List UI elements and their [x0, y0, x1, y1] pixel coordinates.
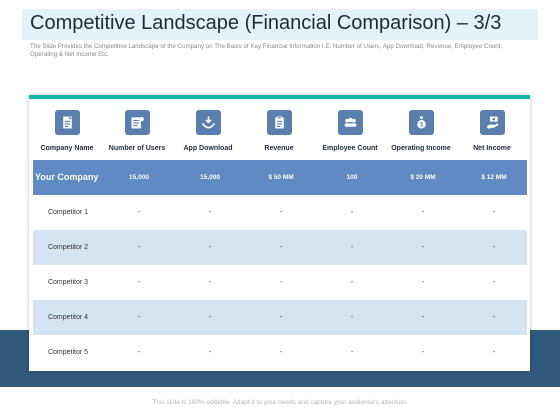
- cell-revenue: -: [279, 279, 283, 286]
- money-bag-icon: $: [409, 110, 434, 135]
- column-header-net-income: Net Income: [473, 145, 511, 152]
- cell-net-income: -: [492, 244, 496, 251]
- cell-employee-count: -: [350, 209, 354, 216]
- card-accent-bar: [29, 95, 530, 99]
- table-row-competitor-1: Competitor 1 - - - - - -: [33, 195, 527, 230]
- download-hands-icon: [196, 110, 221, 135]
- column-header-revenue: Revenue: [264, 145, 294, 152]
- column-header-number-of-users: Number of Users: [108, 145, 166, 152]
- cell-app-download: -: [208, 314, 212, 321]
- row-name: Competitor 5: [47, 349, 89, 356]
- row-name: Competitor 3: [47, 279, 89, 286]
- cell-employee-count: -: [350, 244, 354, 251]
- cell-net-income: $ 12 MM: [481, 174, 507, 181]
- cell-employee-count: 100: [346, 174, 358, 181]
- table-row-competitor-3: Competitor 3 - - - - - -: [33, 265, 527, 300]
- page-subtitle: The Slide Provides the Competitive Lands…: [30, 43, 503, 58]
- cell-net-income: -: [492, 314, 496, 321]
- cell-app-download: -: [208, 349, 212, 356]
- cell-revenue: -: [279, 209, 283, 216]
- cell-app-download: -: [208, 209, 212, 216]
- column-header-operating-income: Operating Income: [391, 145, 451, 152]
- cell-revenue: $ 50 MM: [268, 174, 294, 181]
- cell-employee-count: -: [350, 314, 354, 321]
- cell-users: -: [137, 209, 141, 216]
- table-row-competitor-4: Competitor 4 - - - - - -: [33, 300, 527, 335]
- cell-operating-income: -: [421, 244, 425, 251]
- cell-employee-count: -: [350, 279, 354, 286]
- row-name: Competitor 1: [47, 209, 89, 216]
- footer-note: This slide is 100% editable. Adapt it to…: [152, 399, 408, 406]
- page-title: Competitive Landscape (Financial Compari…: [30, 12, 502, 34]
- cell-operating-income: -: [421, 349, 425, 356]
- table-row-competitor-5: Competitor 5 - - - - - -: [33, 335, 527, 370]
- cell-operating-income: -: [421, 209, 425, 216]
- cash-hand-icon: [480, 110, 505, 135]
- cell-users: -: [137, 244, 141, 251]
- cell-users: -: [137, 349, 141, 356]
- cell-net-income: -: [492, 209, 496, 216]
- column-header-employee-count: Employee Count: [322, 145, 378, 152]
- title-band: [22, 9, 538, 40]
- cell-operating-income: $ 20 MM: [410, 174, 436, 181]
- row-name: Your Company: [35, 172, 99, 182]
- column-header-company-name: Company Name: [40, 145, 94, 152]
- cell-revenue: -: [279, 314, 283, 321]
- cell-operating-income: -: [421, 279, 425, 286]
- cell-users: -: [137, 314, 141, 321]
- svg-text:$: $: [420, 122, 424, 128]
- cell-revenue: -: [279, 349, 283, 356]
- clipboard-icon: [267, 110, 292, 135]
- cell-operating-income: -: [421, 314, 425, 321]
- table-row-competitor-2: Competitor 2 - - - - - -: [33, 230, 527, 265]
- cell-revenue: -: [279, 244, 283, 251]
- cell-app-download: -: [208, 279, 212, 286]
- users-list-icon: [125, 110, 150, 135]
- cell-employee-count: -: [350, 349, 354, 356]
- cell-net-income: -: [492, 279, 496, 286]
- document-icon: [55, 110, 80, 135]
- people-group-icon: [338, 110, 363, 135]
- row-name: Competitor 2: [47, 244, 89, 251]
- table-row-your-company: Your Company 15,000 15,000 $ 50 MM 100 $…: [33, 160, 527, 195]
- cell-users: 15,000: [129, 174, 149, 181]
- cell-net-income: -: [492, 349, 496, 356]
- cell-app-download: -: [208, 244, 212, 251]
- row-name: Competitor 4: [47, 314, 89, 321]
- comparison-table-card: $ Company Name Number of Users App Downl…: [29, 95, 530, 371]
- column-header-app-download: App Download: [183, 145, 233, 152]
- cell-app-download: 15,000: [200, 174, 220, 181]
- cell-users: -: [137, 279, 141, 286]
